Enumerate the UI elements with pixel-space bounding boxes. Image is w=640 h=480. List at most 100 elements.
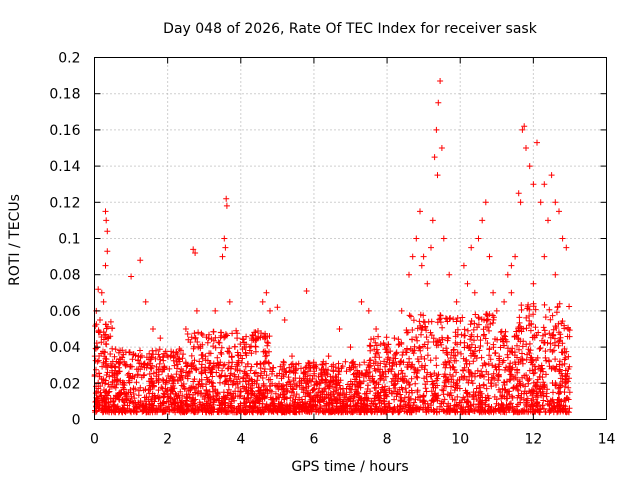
- data-point: [550, 347, 557, 354]
- data-point: [373, 403, 379, 410]
- data-point: [270, 406, 277, 413]
- data-point: [534, 354, 541, 361]
- data-point: [463, 399, 470, 406]
- data-point: [433, 355, 439, 362]
- data-point: [370, 335, 377, 342]
- data-point: [214, 391, 221, 398]
- x-tick-label: 12: [524, 432, 542, 448]
- data-point: [119, 379, 126, 386]
- data-point: [448, 383, 455, 390]
- data-point: [281, 394, 288, 401]
- data-point: [503, 338, 510, 345]
- data-point: [493, 382, 499, 388]
- data-point: [157, 406, 164, 413]
- data-point: [283, 369, 290, 376]
- data-point: [210, 343, 217, 350]
- data-point: [102, 262, 109, 269]
- data-point: [343, 391, 350, 398]
- data-point: [217, 379, 223, 386]
- data-point: [231, 343, 238, 350]
- data-point: [234, 335, 241, 342]
- data-point: [500, 379, 507, 386]
- data-point: [443, 345, 450, 352]
- data-point: [315, 373, 322, 380]
- data-point: [192, 250, 199, 256]
- data-point: [546, 330, 553, 337]
- data-point: [556, 208, 562, 215]
- data-point: [261, 366, 268, 372]
- data-point: [265, 376, 272, 383]
- data-point: [546, 306, 553, 313]
- data-point: [157, 356, 164, 363]
- data-point: [431, 154, 438, 161]
- data-point: [566, 405, 573, 412]
- data-point: [358, 370, 365, 377]
- data-point: [245, 381, 252, 388]
- data-point: [363, 395, 370, 402]
- y-tick-label: 0: [72, 413, 81, 429]
- data-point: [295, 360, 302, 367]
- x-tick-label: 8: [383, 432, 392, 448]
- data-point: [102, 380, 108, 387]
- data-point: [486, 345, 493, 352]
- data-point: [430, 384, 437, 391]
- data-point: [477, 343, 484, 349]
- data-point: [267, 405, 274, 412]
- data-point: [111, 383, 118, 390]
- data-point: [547, 340, 554, 347]
- data-point: [202, 409, 209, 415]
- data-point: [453, 298, 460, 305]
- data-point: [104, 228, 111, 235]
- data-point: [146, 350, 153, 357]
- data-point: [446, 271, 453, 278]
- data-point: [513, 328, 520, 335]
- data-point: [368, 398, 375, 405]
- x-tick-label: 14: [598, 432, 616, 448]
- data-point: [307, 365, 314, 371]
- data-point: [250, 405, 256, 411]
- data-point: [481, 373, 487, 380]
- data-point: [478, 390, 485, 397]
- data-point: [543, 357, 550, 364]
- data-point: [452, 339, 459, 346]
- data-point: [330, 391, 337, 398]
- data-point: [427, 357, 434, 364]
- data-point: [514, 386, 521, 393]
- data-point: [562, 376, 568, 383]
- data-point: [468, 377, 475, 384]
- data-point: [336, 326, 343, 332]
- data-point: [116, 389, 123, 396]
- data-point: [486, 352, 493, 359]
- data-point: [102, 321, 109, 328]
- data-point: [224, 332, 230, 339]
- data-point: [486, 327, 492, 334]
- data-point: [388, 378, 395, 385]
- data-point: [166, 365, 173, 372]
- data-point: [526, 350, 533, 357]
- data-point: [536, 385, 543, 392]
- data-point: [484, 324, 491, 331]
- data-point: [228, 363, 235, 370]
- y-tick-label: 0.06: [49, 304, 80, 320]
- data-point: [484, 392, 491, 399]
- data-point: [561, 325, 568, 332]
- data-point: [489, 320, 496, 326]
- data-point: [234, 363, 241, 370]
- data-point: [205, 394, 212, 401]
- data-point: [541, 327, 548, 334]
- data-point: [519, 343, 526, 350]
- data-point: [323, 360, 329, 367]
- data-point: [530, 406, 537, 413]
- data-point: [537, 345, 544, 351]
- data-point: [174, 365, 180, 372]
- data-point: [155, 351, 162, 358]
- data-point: [321, 402, 328, 409]
- data-point: [303, 384, 310, 391]
- data-point: [421, 355, 428, 362]
- data-point: [476, 347, 483, 354]
- data-point: [516, 346, 522, 353]
- data-point: [416, 318, 423, 325]
- data-point: [316, 404, 323, 410]
- data-point: [274, 383, 281, 390]
- data-point: [556, 388, 563, 395]
